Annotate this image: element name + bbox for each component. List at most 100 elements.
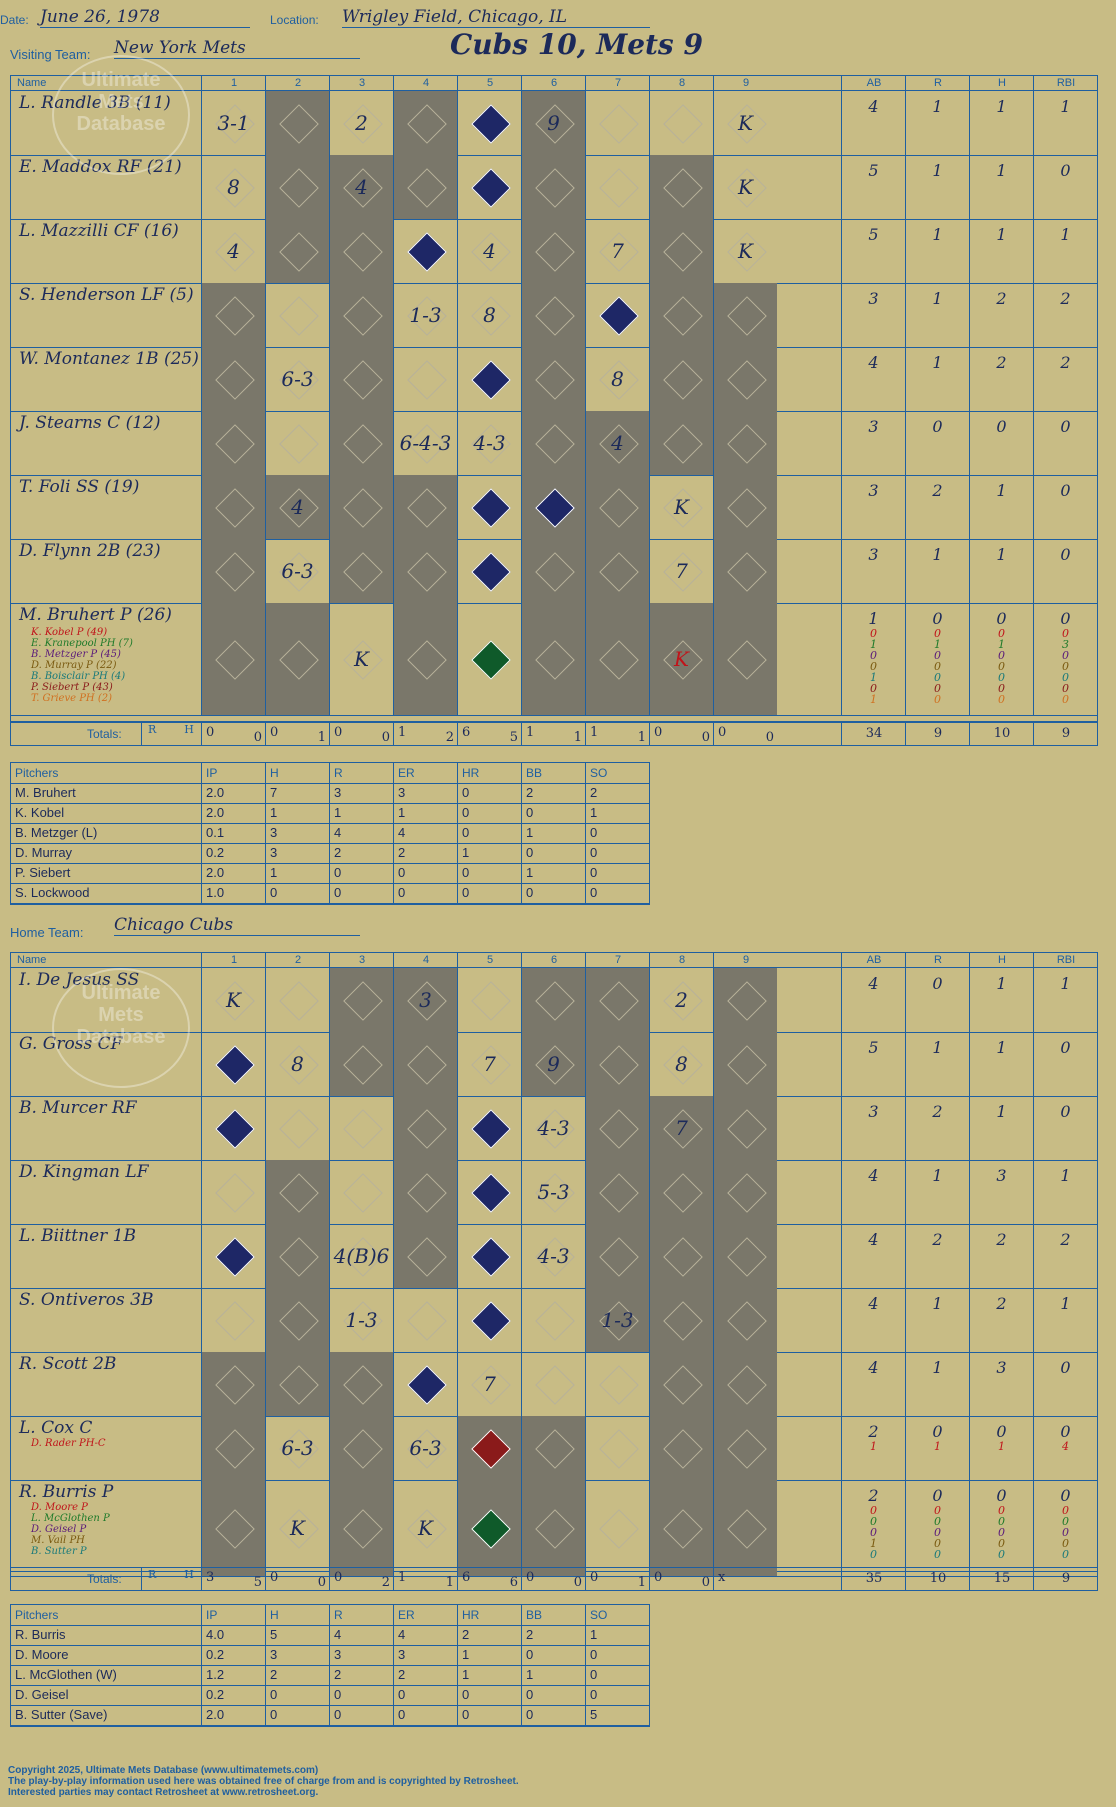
inning-cell	[329, 1352, 393, 1416]
inning-header-1: 1	[201, 76, 266, 90]
inning-cell	[393, 91, 457, 155]
inning-cell: 1-3	[585, 1288, 649, 1352]
substitute-stat: 0	[1062, 693, 1069, 706]
stat-value: 0	[996, 609, 1007, 628]
base-diamond	[406, 1237, 447, 1277]
game-title: Cubs 10, Mets 9	[450, 28, 703, 61]
play-notation: 6-4-3	[399, 431, 452, 455]
pitching-cell: 0	[329, 1705, 393, 1725]
inning-runs: 6	[462, 1570, 471, 1585]
inning-header-3: 3	[329, 76, 394, 90]
stat-h: 3	[969, 1160, 1033, 1224]
home-team-name: Chicago Cubs	[114, 915, 360, 936]
inning-cell	[457, 475, 521, 539]
stat-value: 1	[932, 161, 943, 180]
pitching-cell: 0	[521, 1645, 585, 1665]
pitching-cell: 4	[393, 1625, 457, 1645]
stat-value: 2	[996, 353, 1007, 372]
pitching-column-header: SO	[585, 1605, 649, 1625]
inning-cell	[201, 475, 265, 539]
pitching-cell: 2	[393, 1665, 457, 1685]
pitcher-row: P. Siebert 2.0 1 0 0 0 1 0	[11, 863, 649, 884]
pitching-cell: 0	[265, 1685, 329, 1705]
base-diamond	[598, 1045, 639, 1085]
substitute-name: D. Geisel P	[31, 1524, 87, 1535]
play-notation: K	[674, 647, 689, 671]
substitute-stat: 3	[1062, 638, 1069, 651]
inning-cell: 1-3	[329, 1288, 393, 1352]
pitching-cell: K. Kobel	[15, 805, 65, 820]
substitute-stat: 0	[934, 1526, 941, 1539]
substitute-stat: 0	[1062, 660, 1069, 673]
stat-r: 1	[905, 539, 969, 603]
base-diamond	[406, 168, 447, 208]
substitute-stat: 0	[870, 1548, 877, 1561]
inning-cell	[713, 968, 777, 1032]
base-diamond	[342, 1509, 383, 1549]
base-diamond	[278, 232, 319, 272]
inning-cell: 4	[201, 219, 265, 283]
base-diamond	[534, 232, 575, 272]
base-diamond	[214, 552, 255, 592]
substitute-name: T. Grieve PH (2)	[31, 693, 112, 704]
substitute-stat: 1	[870, 1440, 877, 1453]
pitching-cell: 0	[265, 1705, 329, 1725]
base-diamond	[342, 552, 383, 592]
inning-cell	[457, 1288, 521, 1352]
inning-cell	[393, 1352, 457, 1416]
stat-header-r: R	[905, 76, 970, 90]
substitutes-list: K. Kobel P (49) E. Kranepool PH (7) B. Met…	[31, 627, 133, 704]
pitching-cell: 0	[521, 843, 585, 863]
stat-r: 1	[905, 91, 969, 155]
inning-cell	[393, 1096, 457, 1160]
base-diamond	[598, 488, 639, 528]
run-scored-diamond	[406, 1365, 447, 1405]
inning-cell: 4-3	[521, 1224, 585, 1288]
pitching-cell: 0	[585, 1685, 649, 1705]
total-rbi: 9	[1033, 1568, 1098, 1590]
play-notation: 4	[483, 239, 496, 263]
play-notation: K	[674, 495, 689, 519]
pitching-header: Pitchers IP H R ER HR BB SO	[11, 1605, 649, 1626]
base-diamond	[214, 1509, 255, 1549]
totals-label: Totals:	[87, 727, 122, 741]
inning-cell	[713, 1352, 777, 1416]
base-diamond	[278, 104, 319, 144]
base-diamond	[534, 360, 575, 400]
base-diamond	[598, 104, 639, 144]
pitching-column-header: H	[265, 763, 329, 783]
pitching-cell: 0	[265, 883, 329, 903]
inning-header-4: 4	[393, 953, 458, 967]
player-name: J. Stearns C (12)	[19, 413, 161, 433]
substitute-name: D. Rader PH-C	[31, 1438, 106, 1449]
pitching-cell: 1	[457, 843, 521, 863]
stat-ab: 5	[841, 1032, 905, 1096]
base-diamond	[662, 296, 703, 336]
stat-ab: 5	[841, 219, 905, 283]
play-notation: K	[738, 175, 753, 199]
inning-cell	[585, 1224, 649, 1288]
substitute-stat: 1	[998, 638, 1005, 651]
pitcher-row: L. McGlothen (W) 1.2 2 2 2 1 1 0	[11, 1665, 649, 1686]
inning-cell	[329, 1096, 393, 1160]
base-diamond	[598, 1365, 639, 1405]
base-diamond	[214, 1301, 255, 1341]
substitutes-list: D. Rader PH-C	[31, 1438, 106, 1449]
run-scored-diamond	[470, 1237, 511, 1277]
inning-cell	[713, 603, 777, 715]
base-diamond	[342, 1109, 383, 1149]
play-notation: 9	[547, 111, 560, 135]
inning-cell: 6-4-3	[393, 411, 457, 475]
pitcher-row: B. Metzger (L) 0.1 3 4 4 0 1 0	[11, 823, 649, 844]
inning-cell	[649, 283, 713, 347]
play-notation: 8	[483, 303, 496, 327]
inning-hits: 6	[509, 1575, 518, 1590]
stat-value: 2	[868, 1486, 879, 1505]
play-notation: 1-3	[345, 1308, 378, 1332]
substitute-stat: 0	[870, 660, 877, 673]
substitute-stat: 1	[998, 1440, 1005, 1453]
stat-value: 0	[1060, 1038, 1071, 1057]
